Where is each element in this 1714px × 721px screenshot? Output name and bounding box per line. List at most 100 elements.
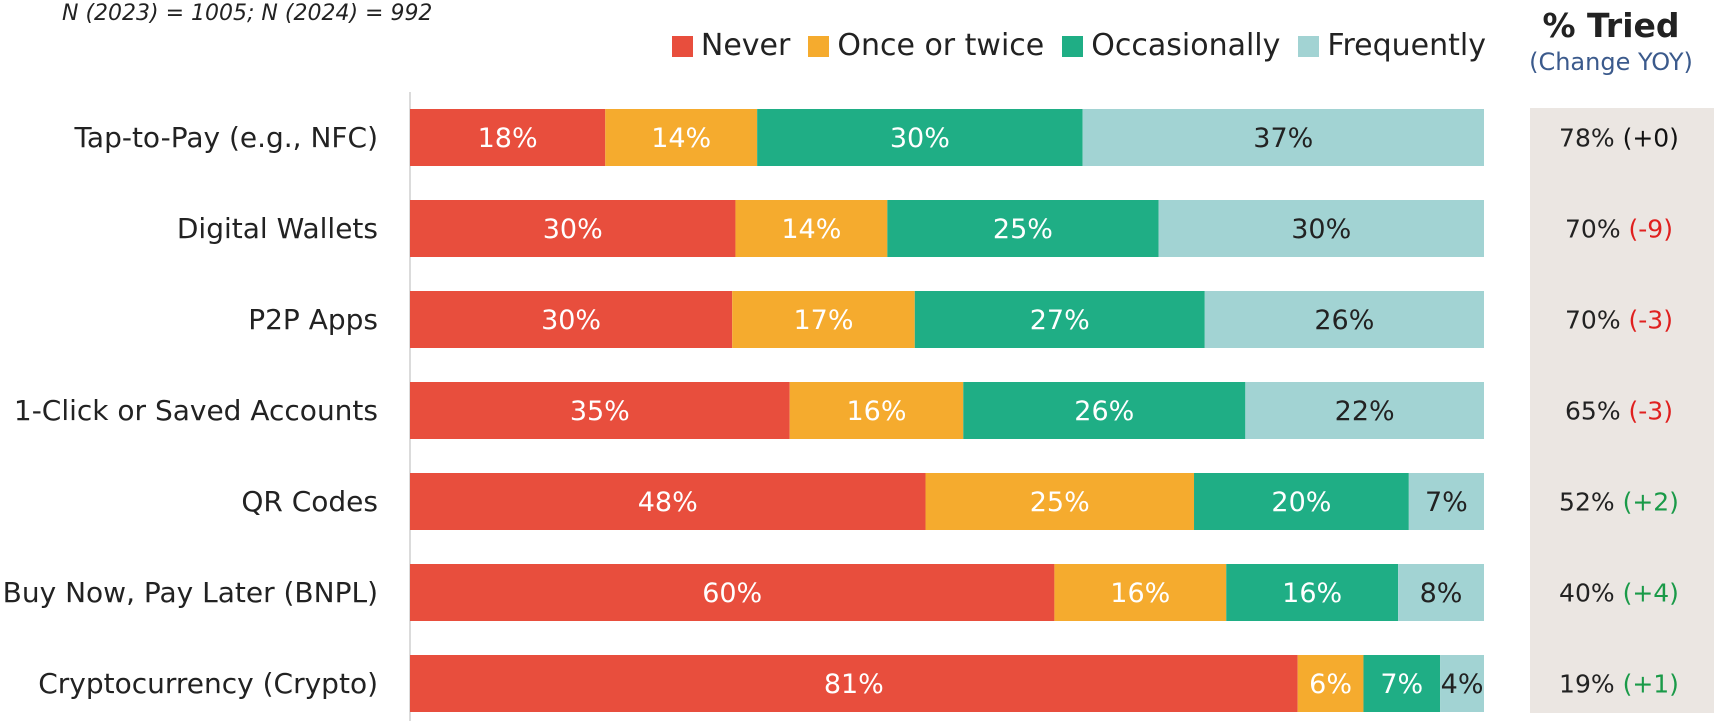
bar-segment	[1408, 473, 1484, 530]
bar-value-label: 7%	[1425, 487, 1468, 518]
bar-value-label: 20%	[1271, 487, 1331, 518]
legend-swatch-frequently	[1298, 35, 1320, 57]
legend-label-occasionally: Occasionally	[1091, 28, 1281, 63]
tried-value: 52% (+2)	[1559, 487, 1679, 516]
bar-value-label: 48%	[638, 487, 698, 518]
bar-value-label: 16%	[1282, 578, 1342, 609]
tried-change: (+0)	[1623, 123, 1679, 152]
legend-item-never: Never	[671, 26, 791, 66]
legend-swatch-occasionally	[1062, 35, 1084, 57]
bar-segment	[757, 109, 1083, 166]
tried-value: 19% (+1)	[1559, 669, 1679, 698]
bar-segment	[732, 291, 915, 348]
bar-segment	[410, 200, 736, 257]
chart-legend: Never Once or twice Occasionally Frequen…	[654, 26, 1486, 66]
legend-label-never: Never	[700, 28, 791, 63]
bar-segment	[1297, 655, 1364, 712]
bar-segment	[1054, 564, 1227, 621]
bar-segment	[914, 291, 1205, 348]
tried-change: (+4)	[1623, 578, 1679, 607]
bar-value-label: 37%	[1253, 123, 1313, 154]
legend-swatch-never	[671, 35, 693, 57]
bar-segment	[887, 200, 1159, 257]
bar-value-label: 27%	[1030, 305, 1090, 336]
bar-segment	[410, 473, 926, 530]
tried-subtitle: (Change YOY)	[1529, 48, 1693, 76]
tried-percent: 40%	[1559, 578, 1623, 607]
tried-change: (+2)	[1623, 487, 1679, 516]
tried-value: 40% (+4)	[1559, 578, 1679, 607]
bar-segment	[410, 655, 1298, 712]
bar-value-label: 18%	[478, 123, 538, 154]
bar-value-label: 16%	[846, 396, 906, 427]
bar-value-label: 25%	[1030, 487, 1090, 518]
bar-segment	[1226, 564, 1399, 621]
sample-size-note: N (2023) = 1005; N (2024) = 992	[62, 1, 433, 26]
tried-percent: 65%	[1565, 396, 1629, 425]
bar-value-label: 26%	[1314, 305, 1374, 336]
bar-segment	[1082, 109, 1484, 166]
bar-value-label: 81%	[824, 669, 884, 700]
tried-change: (+1)	[1623, 669, 1679, 698]
tried-percent: 78%	[1559, 123, 1623, 152]
legend-label-frequently: Frequently	[1327, 28, 1486, 63]
tried-panel	[1530, 108, 1714, 713]
bar-value-label: 14%	[651, 123, 711, 154]
category-label: P2P Apps	[248, 303, 378, 336]
category-label: Tap-to-Pay (e.g., NFC)	[73, 121, 378, 154]
bar-value-label: 35%	[570, 396, 630, 427]
bar-value-label: 4%	[1441, 669, 1484, 700]
bar-segment	[1204, 291, 1484, 348]
legend-item-frequently: Frequently	[1298, 26, 1486, 66]
category-label: Digital Wallets	[177, 212, 378, 245]
bar-value-label: 8%	[1420, 578, 1463, 609]
bar-value-label: 30%	[543, 214, 603, 245]
bar-segment	[789, 382, 964, 439]
bar-segment	[963, 382, 1246, 439]
bar-segment	[735, 200, 888, 257]
bar-value-label: 7%	[1380, 669, 1423, 700]
bar-segment	[1440, 655, 1484, 712]
bar-value-label: 30%	[541, 305, 601, 336]
category-label: Cryptocurrency (Crypto)	[38, 667, 378, 700]
tried-value: 70% (-3)	[1565, 305, 1673, 334]
tried-percent: 19%	[1559, 669, 1623, 698]
bar-value-label: 14%	[781, 214, 841, 245]
bar-value-label: 30%	[890, 123, 950, 154]
bar-segment	[605, 109, 758, 166]
bar-segment	[1194, 473, 1409, 530]
bar-value-label: 25%	[993, 214, 1053, 245]
tried-value: 65% (-3)	[1565, 396, 1673, 425]
bar-value-label: 17%	[793, 305, 853, 336]
tried-percent: 70%	[1565, 305, 1629, 334]
legend-item-occasionally: Occasionally	[1062, 26, 1280, 66]
bar-value-label: 26%	[1074, 396, 1134, 427]
tried-change: (-9)	[1629, 214, 1673, 243]
tried-value: 70% (-9)	[1565, 214, 1673, 243]
bar-segment	[1245, 382, 1484, 439]
tried-percent: 52%	[1559, 487, 1623, 516]
tried-value: 78% (+0)	[1559, 123, 1679, 152]
bar-segment	[1158, 200, 1484, 257]
bar-segment	[410, 291, 733, 348]
tried-column-header: % Tried (Change YOY)	[1508, 4, 1714, 76]
category-label: QR Codes	[241, 485, 378, 518]
bar-segment	[410, 564, 1055, 621]
bar-segment	[410, 109, 606, 166]
category-label: 1-Click or Saved Accounts	[14, 394, 378, 427]
bar-value-label: 6%	[1309, 669, 1352, 700]
bar-value-label: 22%	[1335, 396, 1395, 427]
tried-change: (-3)	[1629, 396, 1673, 425]
tried-change: (-3)	[1629, 305, 1673, 334]
tried-title: % Tried	[1542, 6, 1680, 45]
bar-value-label: 60%	[702, 578, 762, 609]
bar-segment	[925, 473, 1195, 530]
tried-percent: 70%	[1565, 214, 1629, 243]
bar-segment	[1363, 655, 1441, 712]
category-label: Buy Now, Pay Later (BNPL)	[3, 576, 378, 609]
legend-swatch-once-or-twice	[808, 35, 830, 57]
bar-value-label: 30%	[1291, 214, 1351, 245]
bar-value-label: 16%	[1110, 578, 1170, 609]
legend-item-once-or-twice: Once or twice	[808, 26, 1044, 66]
